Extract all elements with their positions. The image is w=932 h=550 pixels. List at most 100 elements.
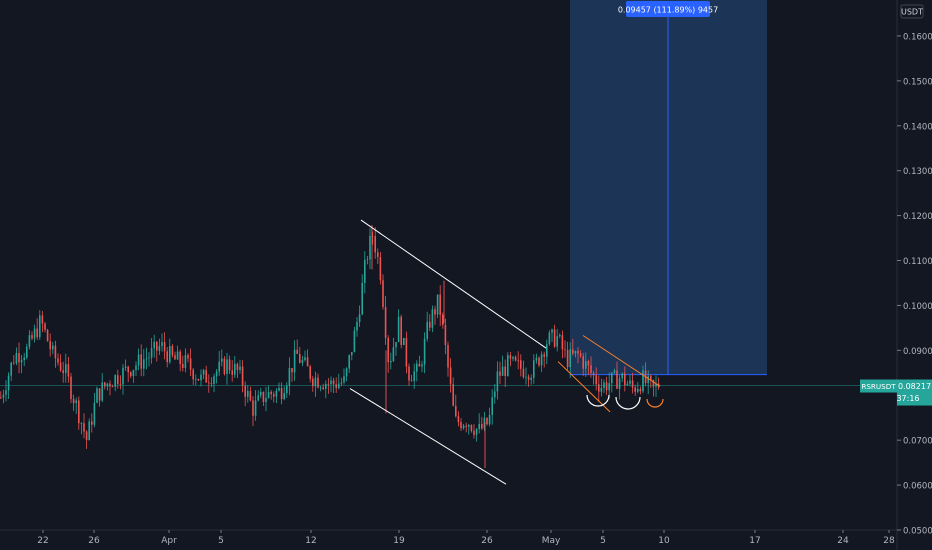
drawings[interactable] [0, 219, 897, 485]
candle-body [88, 421, 90, 441]
candle [522, 360, 525, 379]
candle [426, 311, 428, 342]
candle-body [561, 335, 564, 350]
candle-body [535, 357, 538, 361]
candle [96, 386, 98, 404]
candle-body [504, 366, 506, 377]
candle-body [299, 353, 301, 363]
x-tick-label: 22 [37, 536, 48, 546]
rounded-bottom-arc-3[interactable] [646, 398, 664, 408]
candle [283, 386, 285, 401]
candle [408, 363, 410, 386]
candle-body [234, 363, 236, 375]
channel-lower-line[interactable] [349, 388, 507, 485]
candle [59, 354, 62, 372]
candle [447, 341, 449, 377]
candle-body [101, 382, 103, 401]
candle [369, 228, 371, 269]
candle [317, 373, 319, 389]
rounded-bottom-arc-2[interactable] [615, 396, 641, 410]
candle [234, 355, 236, 378]
candle [358, 305, 361, 327]
candle [457, 411, 460, 427]
candle-body [23, 357, 25, 360]
candle-body [460, 422, 462, 429]
candle [179, 349, 181, 372]
candle-body [54, 345, 57, 359]
candle [31, 331, 33, 341]
candle-body [481, 423, 483, 429]
candle [5, 380, 7, 402]
candle-body [416, 363, 418, 372]
candle-body [486, 417, 488, 425]
symbol-tag-box[interactable] [860, 379, 897, 393]
candle-body [78, 400, 80, 424]
candle-body [634, 387, 636, 392]
candle-body [2, 394, 5, 398]
rounded-bottom-arc-1[interactable] [586, 394, 610, 407]
wedge-lower-line[interactable] [557, 361, 611, 413]
candle [647, 370, 649, 395]
candle [553, 324, 556, 348]
candle [78, 396, 80, 430]
candle [44, 322, 46, 333]
candle [254, 390, 257, 421]
candle-body [473, 430, 475, 435]
candle-body [182, 363, 184, 368]
target-box[interactable]: 0.09457 (111.89%) 9457 [570, 0, 767, 376]
candle [639, 386, 642, 395]
candle-body [176, 351, 179, 360]
candle [397, 309, 400, 343]
candle [634, 384, 636, 396]
wedge-upper-line[interactable] [582, 335, 661, 387]
candle [135, 361, 137, 377]
candle-body [470, 425, 473, 431]
candle [208, 374, 210, 393]
candle [434, 305, 436, 325]
currency-label-box[interactable] [900, 4, 924, 19]
currency-label[interactable]: USDT [901, 8, 923, 17]
candle-body [26, 346, 28, 358]
candle-body [426, 321, 428, 339]
candle [153, 334, 155, 358]
candle [598, 375, 600, 403]
candle-body [44, 323, 46, 330]
symbol-tag[interactable]: RSRUSDT [861, 382, 896, 391]
candle-body [340, 382, 343, 384]
candle-body [494, 391, 496, 398]
candle [228, 355, 231, 375]
candle-body [429, 321, 431, 328]
candle [304, 350, 306, 362]
candle [421, 360, 423, 373]
candle [483, 411, 486, 432]
candle [10, 361, 12, 382]
candle [182, 355, 184, 372]
x-tick-label: 5 [218, 536, 224, 546]
candle-body [280, 388, 283, 400]
candle [585, 352, 587, 377]
measure-label: 0.09457 (111.89%) 9457 [618, 6, 718, 15]
candle-body [556, 336, 558, 347]
candle-body [447, 344, 449, 368]
candle [566, 341, 569, 371]
x-tick-label: May [542, 536, 561, 546]
candle-body [317, 377, 319, 388]
candle [119, 375, 122, 390]
candle [613, 368, 616, 375]
candle-body [408, 366, 410, 381]
candle-body [361, 282, 363, 315]
candle-body [215, 371, 218, 377]
candle-body [195, 378, 197, 380]
candle-body [327, 383, 330, 385]
candle [241, 360, 244, 393]
candle [465, 422, 467, 433]
last-price-tag-box[interactable] [897, 379, 932, 406]
candle-body [306, 357, 309, 367]
candle-body [161, 342, 163, 346]
channel-upper-line[interactable] [360, 219, 547, 349]
candle [223, 356, 226, 376]
